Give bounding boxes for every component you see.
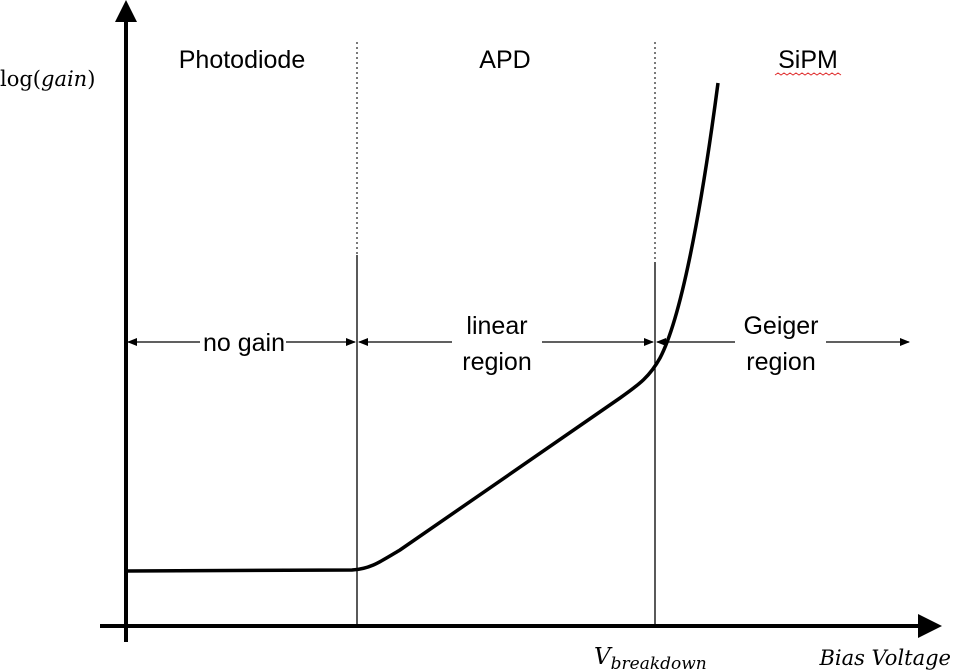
geiger-region-label-2: region	[746, 348, 816, 376]
linear-region-label-1: linear	[466, 312, 527, 340]
geiger-region-label-1: Geiger	[743, 312, 818, 340]
x-axis-arrowhead	[918, 614, 942, 638]
y-axis-label: log(gain)	[0, 67, 95, 91]
y-axis-arrowhead	[115, 0, 137, 22]
breakdown-voltage-label: Vbreakdown	[594, 644, 707, 671]
linear-region-label-2: region	[462, 348, 532, 376]
region-title-apd: APD	[479, 46, 530, 74]
region-title-sipm: SiPM	[778, 46, 838, 74]
x-axis-label: Bias Voltage	[818, 646, 951, 670]
gain-curve	[125, 82, 720, 573]
region-title-photodiode: Photodiode	[179, 46, 306, 74]
no-gain-label: no gain	[203, 329, 285, 357]
spellcheck-underline	[774, 72, 842, 76]
